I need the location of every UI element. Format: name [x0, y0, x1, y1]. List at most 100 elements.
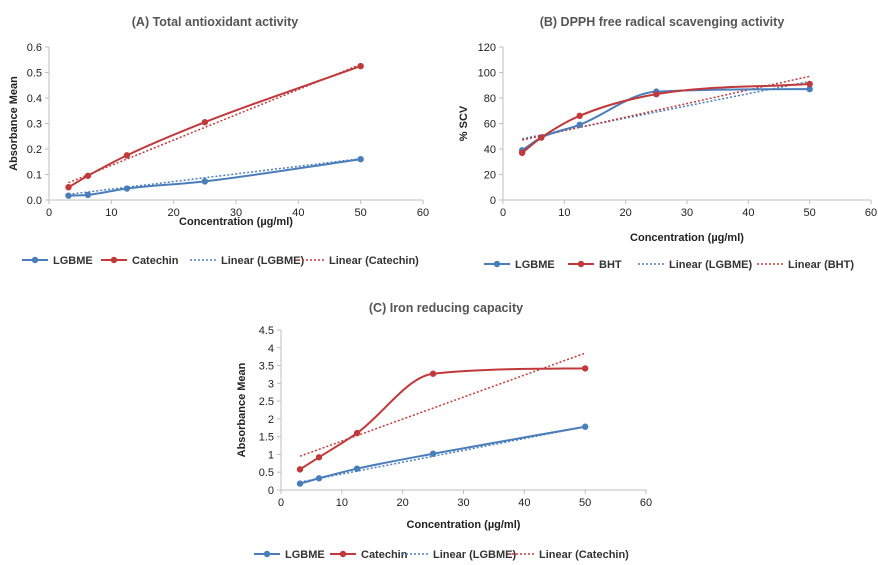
data-point-lgbme — [65, 192, 72, 199]
data-point-bht — [653, 90, 660, 98]
legend-label: Linear (Catechin) — [329, 255, 419, 267]
y-tick-label: 0.3 — [27, 119, 42, 131]
trendline-linear-catechin — [68, 63, 361, 184]
y-axis-label: % SCV — [458, 105, 470, 141]
legend-swatch-marker — [31, 256, 39, 264]
chart-panel-1: (A) Total antioxidant activity 0.0 0.1 0.2 0… — [8, 15, 429, 267]
x-tick-label: 20 — [620, 207, 632, 219]
x-tick-label: 10 — [336, 497, 348, 509]
data-point-catechin — [315, 454, 323, 461]
x-tick-label: 40 — [518, 497, 530, 509]
legend-label: Linear (BHT) — [788, 259, 854, 271]
legend-item: Catechin — [330, 549, 408, 561]
legend-item: LGBME — [254, 549, 325, 561]
data-point-catechin — [581, 365, 589, 372]
data-point-catechin — [353, 429, 361, 437]
data-point-lgbme — [429, 450, 437, 457]
trendline-linear-lgbme — [299, 425, 586, 483]
data-point-lgbme — [576, 121, 583, 128]
data-point-catechin — [123, 152, 131, 159]
y-tick-label: 120 — [478, 42, 496, 54]
data-point-lgbme — [315, 475, 323, 482]
x-tick-label: 60 — [640, 497, 652, 509]
y-axis-label: Absorbance Mean — [8, 76, 20, 171]
data-point-catechin — [429, 370, 437, 377]
y-tick-label: 0 — [268, 485, 274, 497]
x-tick-label: 50 — [579, 497, 591, 509]
chart-panel-3: (C) Iron reducing capacity 0 0.5 1 1.5 2 2.5 3 3… — [236, 301, 652, 561]
x-tick-label: 0 — [46, 207, 52, 219]
x-tick-label: 40 — [292, 207, 304, 219]
data-point-bht — [518, 149, 526, 157]
data-point-bht — [806, 80, 813, 88]
y-tick-label: 0.6 — [27, 42, 42, 54]
data-point-catechin — [357, 62, 364, 70]
data-point-lgbme — [353, 465, 361, 472]
legend-label: LGBME — [53, 255, 93, 267]
legend-swatch-marker — [493, 260, 501, 268]
y-tick-label: 40 — [484, 144, 496, 156]
y-tick-label: 0.2 — [27, 144, 42, 156]
data-point-catechin — [201, 119, 209, 126]
y-tick-label: 0.1 — [27, 170, 42, 182]
legend-label: LGBME — [285, 549, 325, 561]
y-tick-label: 3 — [268, 378, 274, 390]
legend-item: Linear (LGBME) — [190, 255, 304, 267]
y-tick-label: 3.5 — [259, 361, 274, 373]
y-tick-label: 0.0 — [27, 195, 42, 207]
data-point-catechin — [84, 172, 92, 179]
chart-title: (A) Total antioxidant activity — [132, 15, 298, 29]
legend-item: Linear (Catechin) — [508, 549, 629, 561]
x-tick-label: 10 — [558, 207, 570, 219]
data-point-lgbme — [123, 185, 131, 192]
x-tick-label: 30 — [230, 207, 242, 219]
y-tick-label: 4 — [268, 343, 274, 355]
data-point-lgbme — [296, 480, 304, 487]
chart-title: (B) DPPH free radical scavenging activit… — [540, 15, 785, 29]
x-tick-label: 60 — [417, 207, 429, 219]
series-line-lgbme — [299, 425, 586, 485]
legend-label: Linear (LGBME) — [433, 549, 516, 561]
x-tick-label: 60 — [865, 207, 877, 219]
series-line-lgbme — [68, 158, 361, 197]
x-tick-label: 10 — [105, 207, 117, 219]
legend: LGBME Catechin Linear (LGBME) Linear (Catec… — [22, 255, 419, 267]
y-tick-label: 2 — [268, 414, 274, 426]
legend: LGBME BHT Linear (LGBME) Linear (BHT) — [484, 259, 854, 271]
x-tick-label: 0 — [278, 497, 284, 509]
legend-label: BHT — [599, 259, 622, 271]
y-tick-label: 60 — [484, 119, 496, 131]
data-point-lgbme — [357, 156, 364, 163]
data-point-lgbme — [84, 191, 92, 199]
data-point-lgbme — [806, 85, 813, 93]
legend-label: Linear (LGBME) — [669, 259, 752, 271]
y-tick-label: 80 — [484, 93, 496, 105]
trendline-linear-lgbme — [68, 157, 361, 196]
legend-swatch-marker — [110, 256, 118, 264]
x-tick-label: 30 — [457, 497, 469, 509]
x-tick-label: 0 — [500, 207, 506, 219]
legend-item: Linear (BHT) — [757, 259, 854, 271]
data-point-bht — [538, 134, 545, 141]
x-tick-label: 30 — [681, 207, 693, 219]
x-tick-label: 40 — [742, 207, 754, 219]
legend-item: BHT — [568, 259, 622, 271]
y-tick-label: 2.5 — [259, 396, 274, 408]
x-axis-label: Concentration (µg/ml) — [407, 519, 521, 531]
y-tick-label: 20 — [484, 170, 496, 182]
legend-swatch-marker — [263, 550, 271, 558]
y-tick-label: 4.5 — [259, 325, 274, 337]
legend-item: Linear (Catechin) — [298, 255, 419, 267]
y-tick-label: 1.5 — [259, 432, 274, 444]
y-tick-label: 0.5 — [259, 467, 274, 479]
trendline-linear-catechin — [299, 352, 586, 457]
data-point-catechin — [65, 184, 72, 191]
y-tick-label: 0.5 — [27, 68, 42, 80]
y-tick-label: 0 — [490, 195, 496, 207]
legend-label: LGBME — [515, 259, 555, 271]
legend-label: Linear (LGBME) — [221, 255, 304, 267]
series-line-lgbme — [521, 88, 810, 152]
legend-item: Linear (LGBME) — [402, 549, 516, 561]
x-tick-label: 20 — [168, 207, 180, 219]
